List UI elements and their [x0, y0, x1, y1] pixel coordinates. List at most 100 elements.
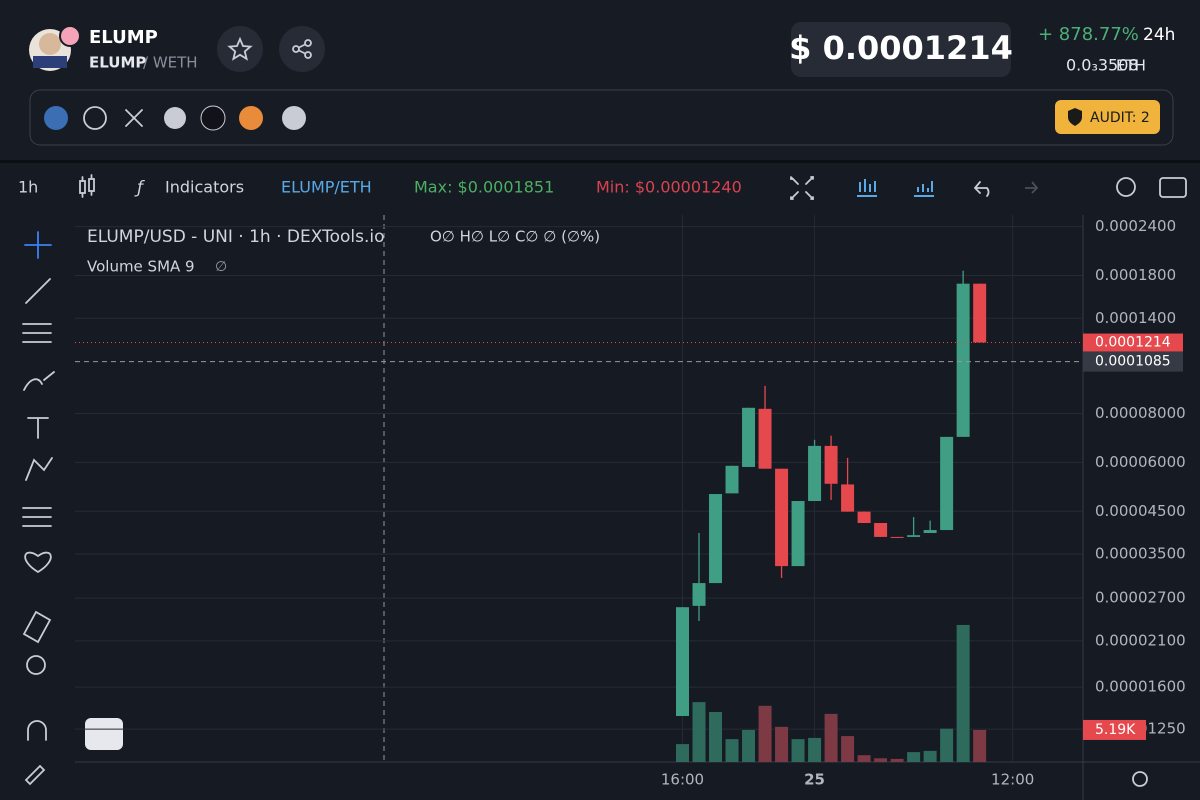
tool-crosshair[interactable]: [24, 231, 52, 259]
candle-body: [857, 511, 871, 524]
tool-favorites[interactable]: [24, 551, 52, 574]
links-bar: [29, 89, 1174, 146]
candle-type-icon[interactable]: [79, 174, 95, 198]
pair-switch[interactable]: ELUMP/ETH: [281, 178, 372, 197]
axis-settings[interactable]: [1132, 771, 1148, 787]
volume-bar: [709, 712, 723, 762]
favorite-button[interactable]: [217, 26, 263, 72]
link-telegram[interactable]: [164, 107, 186, 129]
tool-brush[interactable]: [23, 371, 55, 391]
link-metamask[interactable]: [239, 106, 263, 130]
y-tick-label: 0.00004500: [1095, 502, 1186, 520]
indicators[interactable]: Indicators: [165, 178, 244, 197]
crosshair-label: 0.0001085: [1095, 354, 1171, 370]
candle-body: [791, 501, 805, 567]
candle-body: [907, 535, 921, 537]
volume-bar: [907, 752, 921, 762]
y-tick-label: 0.00003500: [1095, 545, 1186, 563]
last-price-label: 0.0001214: [1095, 335, 1171, 351]
link-more[interactable]: [282, 106, 306, 130]
audit-button[interactable]: [1055, 100, 1160, 134]
link-chart[interactable]: [44, 106, 68, 130]
volume-bar: [956, 624, 970, 762]
link-website[interactable]: [83, 106, 107, 130]
tool-line[interactable]: [25, 278, 51, 304]
y-tick-label: 0.00006000: [1095, 453, 1186, 471]
token-name: ELUMP: [89, 27, 158, 48]
y-tick-label: 0.0002400: [1095, 217, 1176, 235]
price-box: [791, 22, 1011, 77]
redo-icon[interactable]: [1025, 181, 1039, 194]
tool-fib[interactable]: [22, 323, 52, 343]
y-tick-label: 0.0001800: [1095, 266, 1176, 284]
price: $ 0.0001214: [789, 29, 1013, 67]
candle-body: [956, 283, 970, 437]
volume-bar: [791, 739, 805, 762]
shield-icon: [1068, 108, 1082, 126]
change-period: 24h: [1143, 25, 1175, 45]
candle-body: [808, 445, 822, 502]
link-dex[interactable]: [200, 105, 226, 131]
candle-body: [676, 607, 690, 716]
avatar-suit: [33, 56, 67, 68]
camera-icon[interactable]: [1159, 177, 1187, 198]
candle-body: [692, 583, 706, 606]
tool-forecast[interactable]: [22, 507, 52, 527]
ohlc-legend: O∅ H∅ L∅ C∅ ∅ (∅%): [430, 228, 600, 246]
volume-label: 5.19K: [1095, 722, 1136, 738]
share-button[interactable]: [279, 26, 325, 72]
candle-body: [890, 536, 904, 538]
volume-bar: [725, 739, 739, 762]
tool-zoom[interactable]: [26, 655, 46, 675]
y-tick-label: 0.0001400: [1095, 309, 1176, 327]
audit-label: AUDIT: 2: [1090, 110, 1150, 126]
tool-magnet[interactable]: [27, 720, 47, 741]
pair-base: ELUMP: [89, 54, 146, 72]
chart-panel: [0, 163, 1200, 800]
link-x[interactable]: [125, 109, 143, 127]
chart-icon-2[interactable]: [914, 181, 934, 197]
volume-bar: [874, 758, 888, 762]
candle-body: [758, 408, 772, 469]
interval[interactable]: 1h: [18, 178, 38, 197]
tool-pattern[interactable]: [25, 457, 53, 481]
undo-icon[interactable]: [973, 181, 990, 197]
chart-legend-title: ELUMP/USD - UNI · 1h · DEXTools.io: [87, 227, 385, 247]
plot: 0.0002400 0.0001800 0.0001400 0.00008000 0.0…: [75, 215, 1186, 789]
fullscreen-icon[interactable]: [790, 176, 814, 200]
volume-bar: [808, 737, 822, 762]
volume-tag: [1083, 719, 1146, 740]
settings-icon[interactable]: [1116, 177, 1136, 197]
volume-bar: [742, 729, 756, 762]
candle-body: [824, 445, 838, 484]
eth-price: 0.0₃3508: [1066, 56, 1139, 75]
volume-bar: [841, 736, 855, 762]
tool-ruler[interactable]: [22, 610, 52, 644]
share-icon: [292, 39, 312, 59]
candle-body: [709, 494, 723, 584]
candle-body: [973, 283, 987, 343]
candle-body: [940, 436, 954, 531]
tool-lock[interactable]: [24, 764, 46, 786]
candle-body: [775, 468, 789, 567]
candle-body: [742, 407, 756, 467]
header-panel: [0, 0, 1200, 160]
last-price-tag: [1083, 333, 1183, 352]
pair-quote: / WETH: [143, 54, 198, 72]
volume-bar: [775, 726, 789, 762]
tool-text[interactable]: [27, 417, 49, 439]
volume-legend-value: ∅: [215, 259, 227, 275]
candle-body: [841, 484, 855, 512]
candle-body: [725, 465, 739, 494]
crosshair-tag: [1083, 351, 1183, 372]
chain-badge: [59, 25, 81, 47]
volume-bar: [940, 728, 954, 762]
volume-bar: [676, 744, 690, 762]
avatar-face: [39, 33, 61, 55]
volume-legend: Volume SMA 9: [87, 258, 195, 276]
y-tick-label: 0.00001600: [1095, 678, 1186, 696]
chart-icon-1[interactable]: [857, 179, 877, 197]
volume-bar: [890, 758, 904, 762]
